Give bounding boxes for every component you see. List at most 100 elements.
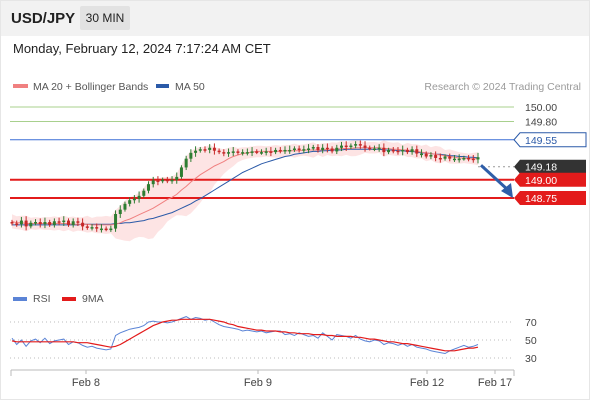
candle-body — [391, 149, 395, 152]
candle-body — [85, 226, 89, 228]
candle-body — [62, 220, 66, 223]
candle-body — [410, 149, 414, 153]
candle-body — [452, 158, 456, 161]
candle-body — [137, 195, 141, 199]
rsi-ma9-line — [11, 318, 479, 352]
candle-body — [434, 155, 438, 158]
forecast-arrow-head — [501, 183, 513, 198]
candle-body — [114, 214, 118, 229]
candle-body — [415, 149, 419, 154]
candle-body — [66, 220, 70, 225]
candle-body — [34, 222, 38, 224]
candle-body — [264, 151, 268, 153]
level-tag-148.75: 148.75 — [514, 191, 586, 205]
candle-body — [29, 222, 33, 227]
candle-body — [57, 221, 61, 223]
level-tag-149.55: 149.55 — [513, 132, 587, 148]
candle-body — [175, 176, 179, 180]
candle-body — [382, 147, 386, 153]
candle-body — [476, 157, 480, 160]
candle-body — [420, 153, 424, 156]
candle-body — [245, 152, 249, 154]
candle-body — [165, 179, 169, 182]
candle-body — [203, 149, 207, 151]
candle-body — [259, 152, 263, 154]
candle-body — [222, 152, 226, 154]
symbol-title: USD/JPY — [11, 10, 76, 27]
candle-body — [297, 148, 301, 150]
candle-body — [448, 156, 452, 159]
candle-body — [19, 220, 23, 225]
candle-body — [292, 148, 296, 150]
candle-body — [438, 157, 442, 160]
timeframe-button[interactable]: 30 MIN — [80, 6, 130, 30]
candle-body — [198, 149, 202, 151]
candle-body — [311, 147, 315, 149]
level-tag-149.00: 149.00 — [514, 172, 586, 187]
candle-body — [43, 222, 47, 225]
candle-body — [396, 150, 400, 153]
candle-body — [128, 200, 132, 204]
chart-datetime: Monday, February 12, 2024 7:17:24 AM CET — [13, 41, 271, 56]
candle-body — [161, 179, 165, 182]
candle-body — [349, 145, 353, 148]
candle-body — [316, 147, 320, 150]
candle-body — [372, 148, 376, 150]
candle-body — [274, 149, 278, 153]
candle-body — [405, 149, 409, 153]
candle-body — [208, 147, 212, 150]
ma50-line — [12, 148, 479, 226]
credit-text: Research © 2024 Trading Central — [424, 81, 581, 93]
candle-body — [368, 147, 372, 150]
candle-body — [250, 151, 254, 153]
rsi-legend-label: RSI — [33, 293, 51, 305]
ma9-legend-label: 9MA — [82, 293, 104, 305]
candle-body — [401, 149, 405, 152]
candle-body — [269, 151, 273, 153]
candle-body — [330, 148, 334, 152]
candle-body — [288, 149, 292, 152]
candle-body — [231, 151, 235, 153]
candle-body — [24, 220, 28, 227]
x-tick-label: Feb 9 — [244, 377, 272, 389]
level-tag-bg — [514, 172, 586, 187]
candle-body — [48, 222, 52, 225]
candle-body — [321, 147, 325, 150]
candle-body — [118, 209, 122, 215]
rsi-legend-swatch — [13, 297, 27, 301]
candle-body — [429, 155, 433, 157]
candle-body — [15, 223, 19, 225]
candle-body — [462, 157, 466, 160]
candle-body — [76, 221, 80, 223]
candle-body — [71, 221, 75, 225]
candle-body — [184, 158, 188, 168]
candle-body — [212, 147, 216, 151]
candle-body — [10, 222, 14, 224]
candle-body — [142, 190, 146, 196]
candle-body — [52, 221, 56, 225]
candle-body — [99, 228, 103, 231]
rsi-tick-50: 50 — [525, 335, 537, 347]
x-tick-label: Feb 12 — [410, 377, 444, 389]
ma50-legend-label: MA 50 — [175, 81, 205, 93]
candle-body — [335, 147, 339, 152]
candle-body — [387, 149, 391, 153]
candle-body — [302, 149, 306, 151]
rsi-tick-30: 30 — [525, 353, 537, 365]
candle-body — [339, 145, 343, 148]
x-tick-label: Feb 8 — [72, 377, 100, 389]
candle-body — [354, 144, 358, 146]
x-axis: Feb 8 Feb 9 Feb 12 Feb 17 — [10, 369, 515, 389]
candle-body — [104, 228, 108, 231]
level-label-149.80: 149.80 — [525, 117, 557, 129]
candle-body — [467, 157, 471, 160]
candle-body — [443, 156, 447, 159]
candle-body — [325, 147, 329, 150]
ma20-line — [11, 147, 478, 226]
level-tag-text: 148.75 — [525, 193, 557, 205]
candle-body — [241, 152, 245, 154]
forecast-arrow-shaft — [479, 164, 510, 192]
candle-body — [227, 152, 231, 154]
candle-body — [170, 179, 174, 182]
